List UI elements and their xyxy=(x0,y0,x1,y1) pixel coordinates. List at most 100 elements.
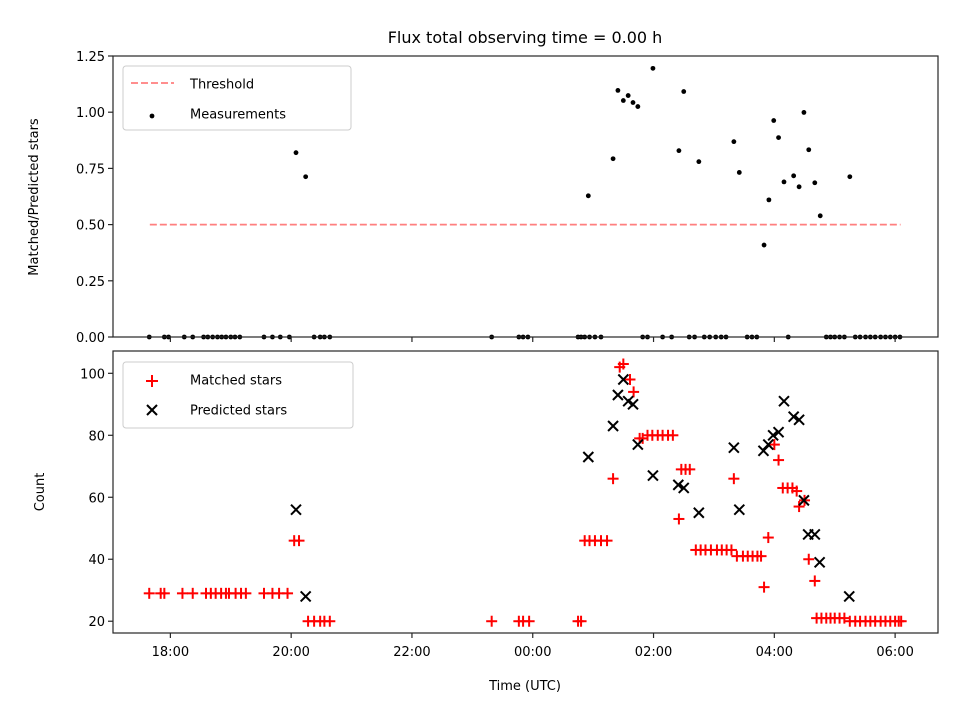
measurement-point xyxy=(781,179,787,185)
measurement-legend-swatch xyxy=(149,113,155,119)
predicted-stars-markers xyxy=(290,373,855,603)
legend-threshold-label: Threshold xyxy=(189,78,254,93)
matched-star-marker xyxy=(176,587,188,599)
predicted-star-marker xyxy=(693,507,705,519)
predicted-star-marker xyxy=(290,503,302,516)
matched-star-marker xyxy=(768,439,780,451)
matched-star-marker xyxy=(486,615,498,627)
bottom-axes-frame xyxy=(112,350,939,634)
predicted-star-marker xyxy=(632,438,644,451)
bottom-x-ticks: 18:00 20:00 22:00 00:00 02:00 04:00 06:00 xyxy=(152,633,914,660)
top-legend: Threshold Measurements xyxy=(122,65,352,131)
measurement-point xyxy=(766,197,772,203)
matched-star-marker xyxy=(240,587,252,599)
chart-title: Flux total observing time = 0.00 h xyxy=(388,28,663,47)
predicted-star-marker xyxy=(582,451,595,463)
measurement-point xyxy=(771,118,777,123)
measurement-point xyxy=(650,65,656,71)
top-y-tick-label: 0.75 xyxy=(76,162,105,177)
bottom-y-tick-label: 40 xyxy=(88,553,105,568)
predicted-star-marker xyxy=(772,426,785,438)
measurement-point xyxy=(806,147,812,153)
top-axes-frame xyxy=(112,55,939,338)
matched-star-marker xyxy=(575,615,587,627)
predicted-star-marker xyxy=(728,441,740,454)
measurement-point xyxy=(585,193,591,199)
predicted-star-marker xyxy=(672,479,685,491)
predicted-star-marker xyxy=(607,420,619,432)
predicted-star-marker xyxy=(617,373,630,386)
matched-star-marker xyxy=(158,587,170,599)
measurement-point xyxy=(303,174,309,180)
bottom-x-tick-label: 22:00 xyxy=(393,645,430,660)
matched-star-marker xyxy=(293,535,305,547)
predicted-star-marker xyxy=(843,590,855,603)
top-legend-box xyxy=(122,65,352,131)
matched-star-marker xyxy=(793,501,805,513)
measurement-point xyxy=(681,89,687,94)
bottom-y-axis-label: Count xyxy=(33,473,48,512)
matched-star-marker xyxy=(791,485,803,497)
predicted-star-marker xyxy=(813,556,826,569)
legend-predicted-label: Predicted stars xyxy=(190,404,287,419)
bottom-x-tick-label: 02:00 xyxy=(635,645,672,660)
matched-star-marker xyxy=(143,587,155,599)
measurement-point xyxy=(776,135,781,141)
bottom-x-tick-label: 18:00 xyxy=(152,645,189,660)
measurement-point xyxy=(796,184,802,190)
bottom-x-tick-label: 06:00 xyxy=(876,645,913,660)
predicted-legend-swatch xyxy=(146,404,158,416)
predicted-star-marker xyxy=(798,494,810,507)
matched-star-marker xyxy=(667,429,679,441)
top-y-tick-label: 1.25 xyxy=(76,50,105,65)
predicted-star-marker xyxy=(787,410,800,423)
predicted-star-marker xyxy=(767,429,779,441)
matched-star-marker xyxy=(673,513,685,525)
matched-star-marker xyxy=(523,615,535,627)
matched-star-marker xyxy=(607,473,619,485)
predicted-star-marker xyxy=(778,395,790,407)
matched-star-marker xyxy=(803,553,815,565)
matched-star-marker xyxy=(758,581,770,593)
measurement-point xyxy=(847,174,853,180)
predicted-star-marker xyxy=(762,438,774,451)
predicted-star-marker xyxy=(647,469,659,482)
predicted-star-marker xyxy=(678,482,690,494)
matched-star-marker xyxy=(725,544,737,556)
measurement-points xyxy=(146,65,903,340)
measurement-point xyxy=(801,110,807,115)
matched-star-marker xyxy=(282,587,294,599)
measurement-point xyxy=(761,242,767,248)
predicted-star-marker xyxy=(612,389,624,401)
measurement-point xyxy=(812,180,818,186)
measurement-point xyxy=(620,98,626,103)
legend-matched-label: Matched stars xyxy=(190,374,282,389)
bottom-y-tick-label: 80 xyxy=(88,429,105,444)
bottom-y-tick-label: 20 xyxy=(88,615,105,630)
predicted-star-marker xyxy=(627,398,639,411)
matched-star-marker xyxy=(895,615,907,627)
predicted-star-marker xyxy=(793,414,805,426)
measurement-point xyxy=(630,100,636,105)
matched-star-marker xyxy=(773,454,785,466)
matched-star-marker xyxy=(617,358,629,370)
bottom-x-tick-label: 04:00 xyxy=(756,645,793,660)
measurement-point xyxy=(615,87,621,93)
predicted-star-marker xyxy=(299,590,312,603)
measurement-point xyxy=(635,104,641,109)
top-y-ticks: 0.00 0.25 0.50 0.75 1.00 1.25 xyxy=(76,50,113,346)
bottom-y-ticks: 20 40 60 80 100 xyxy=(80,367,113,630)
measurement-point xyxy=(625,93,631,98)
matched-star-marker xyxy=(624,374,636,386)
matched-stars-markers xyxy=(143,358,907,627)
predicted-star-marker xyxy=(809,528,821,541)
top-x-ticks xyxy=(169,337,896,342)
bottom-x-tick-label: 20:00 xyxy=(272,645,309,660)
top-y-tick-label: 0.25 xyxy=(76,275,105,290)
matched-star-marker xyxy=(755,550,767,562)
top-y-tick-label: 0.50 xyxy=(76,219,105,234)
matched-star-marker xyxy=(628,386,640,398)
predicted-star-marker xyxy=(733,503,746,516)
legend-measurements-label: Measurements xyxy=(190,108,286,123)
